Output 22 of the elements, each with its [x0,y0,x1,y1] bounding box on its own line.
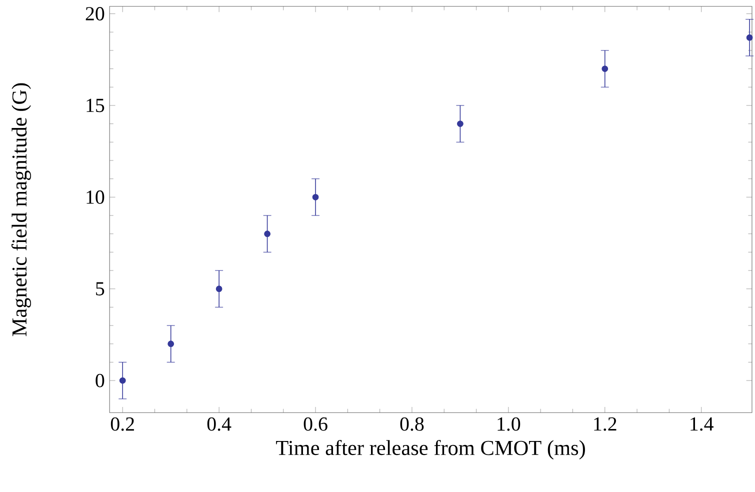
x-tick-label: 1.0 [498,417,520,431]
y-tick-label: 0 [96,374,104,388]
point [457,120,464,127]
point [746,34,753,41]
x-tick-label: 1.2 [594,417,616,431]
point [602,66,608,72]
y-tick-label: 15 [86,98,104,112]
x-tick-label: 0.6 [304,417,328,431]
point [312,194,319,200]
x-tick-label: 0.8 [400,417,424,431]
point [264,230,270,238]
y-axis-title: Magnetic field magnitude (G) [11,83,32,336]
point [168,340,174,348]
x-tick-label: 0.4 [207,417,232,431]
x-tick-label: 1.4 [690,417,714,431]
y-tick-label: 20 [86,7,104,20]
y-tick-label: 5 [96,282,104,296]
x-tick-label: 0.2 [110,417,134,431]
point [119,377,126,384]
x-axis-title: Time after release from CMOT (ms) [276,440,585,460]
point [216,286,222,292]
y-tick-label: 10 [86,190,104,204]
